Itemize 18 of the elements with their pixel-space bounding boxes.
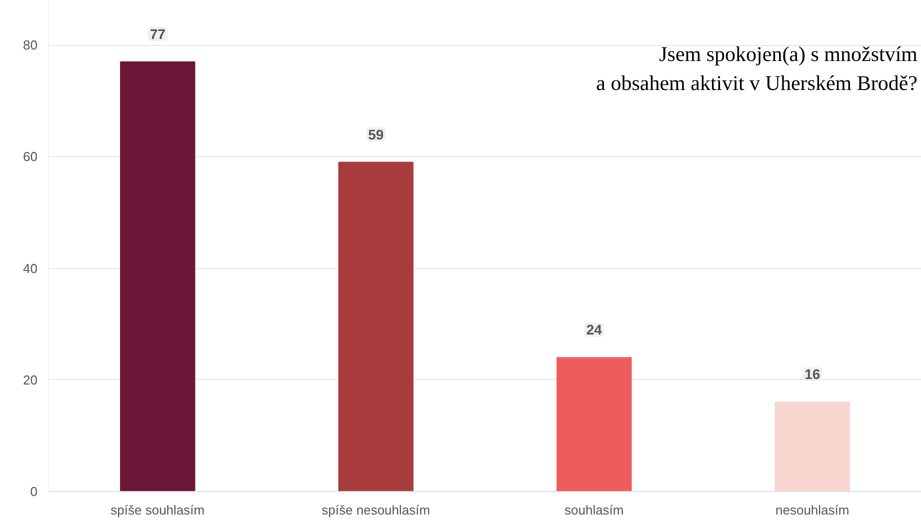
data-label: 59 [368, 126, 384, 142]
bar [338, 162, 414, 492]
y-tick-label: 80 [23, 38, 38, 53]
x-tick-label: nesouhlasím [776, 502, 850, 518]
data-label: 16 [804, 366, 820, 382]
bar [120, 61, 196, 492]
y-tick-label: 60 [23, 149, 38, 164]
x-tick-label: spíše nesouhlasím [322, 502, 430, 518]
y-tick-label: 20 [23, 372, 38, 388]
y-tick-label: 0 [30, 484, 38, 499]
bar [774, 402, 850, 492]
data-label: 24 [586, 322, 602, 338]
bar [556, 357, 632, 492]
text: Jsem spokojen(a) s množstvím a obsahem aktivit v Uherském Brodě? [596, 42, 918, 96]
x-tick-label: spíše souhlasím [110, 502, 205, 518]
y-tick-label: 40 [23, 260, 38, 276]
data-label: 77 [150, 26, 166, 42]
x-tick-label: souhlasím [564, 502, 624, 518]
